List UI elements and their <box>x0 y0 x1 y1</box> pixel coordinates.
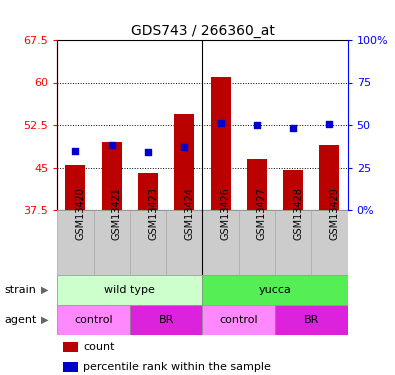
Text: ▶: ▶ <box>41 285 49 295</box>
Bar <box>275 210 311 275</box>
Title: GDS743 / 266360_at: GDS743 / 266360_at <box>130 24 275 38</box>
Text: BR: BR <box>158 315 174 325</box>
Text: ▶: ▶ <box>41 315 49 325</box>
Bar <box>166 210 203 275</box>
Point <box>145 149 151 155</box>
Point <box>109 142 115 148</box>
Point <box>326 121 333 127</box>
Text: strain: strain <box>4 285 36 295</box>
Bar <box>283 170 303 210</box>
Text: GSM13420: GSM13420 <box>75 187 85 240</box>
Text: GSM13426: GSM13426 <box>220 187 231 240</box>
Text: yucca: yucca <box>259 285 292 295</box>
Text: agent: agent <box>4 315 36 325</box>
Point <box>181 144 188 150</box>
Text: wild type: wild type <box>104 285 155 295</box>
Bar <box>57 275 203 305</box>
Bar <box>57 305 130 335</box>
Text: GSM13427: GSM13427 <box>257 187 267 240</box>
Bar <box>239 210 275 275</box>
Bar <box>63 362 77 372</box>
Bar <box>320 145 339 210</box>
Bar <box>94 210 130 275</box>
Bar <box>130 210 166 275</box>
Text: GSM13421: GSM13421 <box>112 187 122 240</box>
Text: GSM13424: GSM13424 <box>184 187 194 240</box>
Text: GSM13429: GSM13429 <box>329 187 339 240</box>
Bar <box>66 165 85 210</box>
Bar <box>57 210 94 275</box>
Point <box>290 124 296 130</box>
Bar <box>275 305 348 335</box>
Bar <box>63 342 77 352</box>
Text: GSM13423: GSM13423 <box>148 187 158 240</box>
Bar <box>130 305 203 335</box>
Point <box>254 122 260 128</box>
Text: BR: BR <box>304 315 319 325</box>
Text: control: control <box>219 315 258 325</box>
Bar <box>138 173 158 210</box>
Bar <box>174 114 194 210</box>
Bar <box>247 159 267 210</box>
Text: percentile rank within the sample: percentile rank within the sample <box>83 362 271 372</box>
Bar <box>202 210 239 275</box>
Text: GSM13428: GSM13428 <box>293 187 303 240</box>
Bar <box>203 305 275 335</box>
Point <box>217 120 224 126</box>
Point <box>72 147 79 153</box>
Bar <box>102 142 122 210</box>
Bar <box>203 275 348 305</box>
Text: control: control <box>74 315 113 325</box>
Text: count: count <box>83 342 115 352</box>
Bar <box>311 210 348 275</box>
Bar <box>211 77 231 210</box>
